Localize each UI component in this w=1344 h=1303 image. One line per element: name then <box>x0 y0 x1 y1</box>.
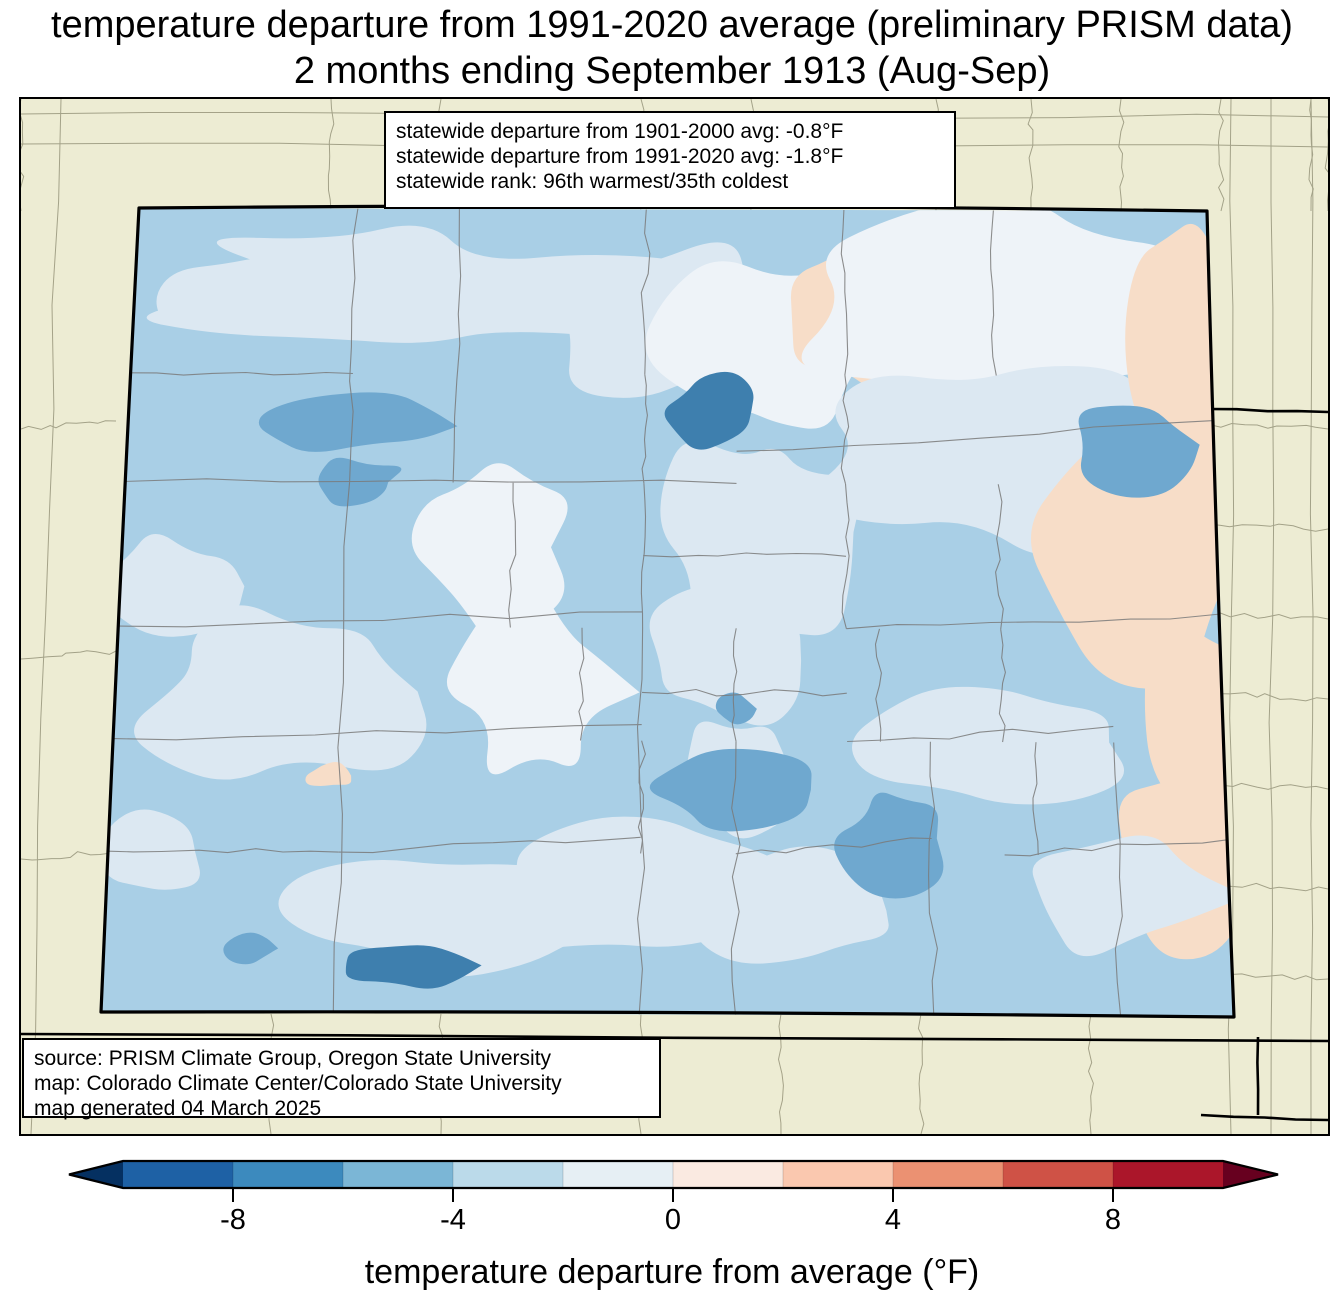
svg-text:8: 8 <box>1105 1204 1121 1236</box>
svg-text:-4: -4 <box>440 1204 466 1236</box>
svg-text:0: 0 <box>665 1204 681 1236</box>
svg-text:4: 4 <box>885 1204 901 1236</box>
svg-text:temperature departure from ave: temperature departure from average (°F) <box>365 1253 980 1291</box>
svg-text:-8: -8 <box>220 1204 246 1236</box>
